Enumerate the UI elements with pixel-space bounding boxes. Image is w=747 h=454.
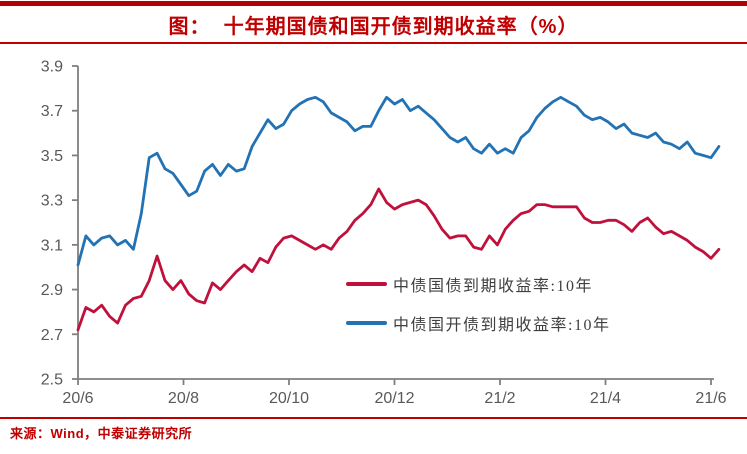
svg-text:21/2: 21/2 — [484, 390, 515, 407]
treasury-line-swatch — [346, 282, 387, 286]
legend-label-treasury: 中债国债到期收益率:10年 — [393, 278, 593, 295]
svg-text:21/6: 21/6 — [695, 390, 726, 407]
svg-text:2.7: 2.7 — [41, 327, 63, 344]
svg-text:21/4: 21/4 — [590, 390, 621, 407]
source-note: 来源：Wind，中泰证券研究所 — [10, 426, 193, 441]
svg-text:20/8: 20/8 — [168, 390, 199, 407]
svg-text:3.1: 3.1 — [41, 237, 63, 254]
svg-text:2.5: 2.5 — [41, 371, 63, 388]
chart-legend: 中债国债到期收益率:10年 中债国开债到期收益率:10年 — [346, 275, 610, 353]
footer-divider-line — [0, 417, 747, 419]
svg-text:3.9: 3.9 — [41, 59, 63, 76]
page-title: 图： 十年期国债和国开债到期收益率（%） — [168, 16, 579, 38]
title-divider-line — [0, 42, 747, 44]
svg-text:20/10: 20/10 — [269, 390, 309, 407]
top-accent-bar — [0, 1, 747, 6]
legend-item-treasury: 中债国债到期收益率:10年 — [346, 275, 610, 295]
svg-text:3.3: 3.3 — [41, 193, 63, 210]
svg-text:20/6: 20/6 — [62, 390, 93, 407]
legend-label-cdb: 中债国开债到期收益率:10年 — [393, 317, 611, 334]
legend-item-cdb: 中债国开债到期收益率:10年 — [346, 314, 611, 334]
cdb-line-swatch — [346, 321, 387, 325]
svg-text:2.9: 2.9 — [41, 282, 63, 299]
svg-text:20/12: 20/12 — [374, 390, 414, 407]
svg-text:3.7: 3.7 — [41, 103, 63, 120]
svg-text:3.5: 3.5 — [41, 148, 63, 165]
